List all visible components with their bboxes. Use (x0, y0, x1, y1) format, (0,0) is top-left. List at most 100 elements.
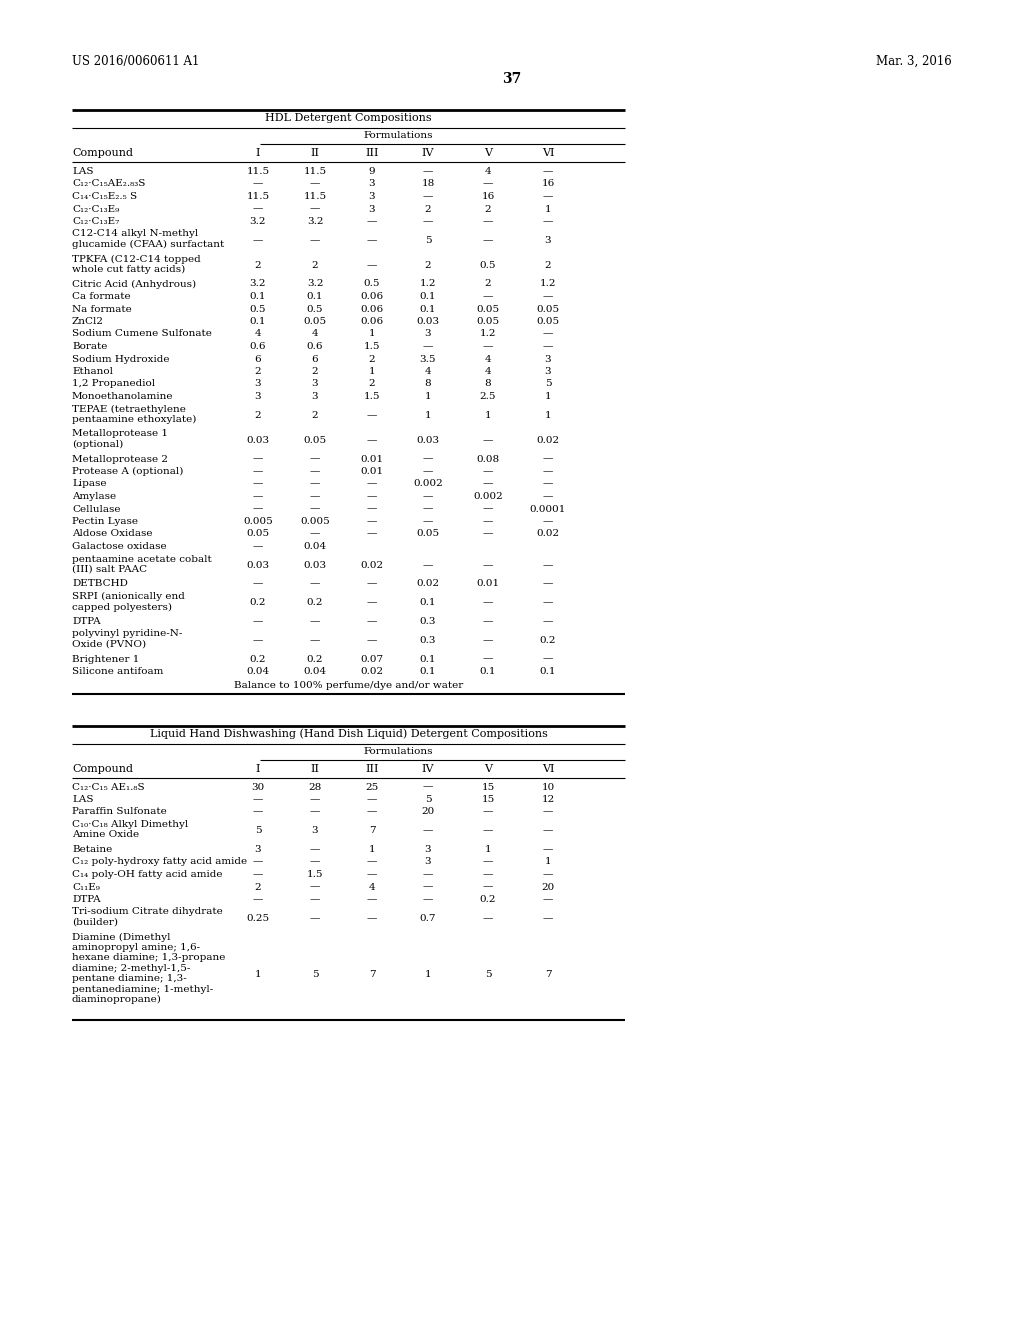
Text: —: — (423, 883, 433, 891)
Text: —: — (367, 529, 377, 539)
Text: 0.06: 0.06 (360, 292, 384, 301)
Text: 0.2: 0.2 (250, 655, 266, 664)
Text: Sodium Hydroxide: Sodium Hydroxide (72, 355, 170, 363)
Text: —: — (310, 579, 321, 589)
Text: —: — (482, 636, 494, 644)
Text: —: — (423, 492, 433, 502)
Text: 4: 4 (484, 168, 492, 176)
Text: —: — (423, 191, 433, 201)
Text: 1: 1 (545, 205, 551, 214)
Text: —: — (543, 216, 553, 226)
Text: 0.04: 0.04 (303, 543, 327, 550)
Text: —: — (482, 655, 494, 664)
Text: —: — (367, 598, 377, 607)
Text: 0.03: 0.03 (247, 561, 269, 570)
Text: Diamine (Dimethyl
aminopropyl amine; 1,6-
hexane diamine; 1,3-propane
diamine; 2: Diamine (Dimethyl aminopropyl amine; 1,6… (72, 932, 225, 1005)
Text: pentaamine acetate cobalt
(III) salt PAAC: pentaamine acetate cobalt (III) salt PAA… (72, 554, 212, 574)
Text: 8: 8 (484, 380, 492, 388)
Text: —: — (367, 504, 377, 513)
Text: 30: 30 (251, 783, 264, 792)
Text: 0.6: 0.6 (307, 342, 324, 351)
Text: —: — (310, 883, 321, 891)
Text: 2: 2 (425, 205, 431, 214)
Text: —: — (253, 795, 263, 804)
Text: 0.05: 0.05 (417, 529, 439, 539)
Text: 3: 3 (311, 826, 318, 836)
Text: 0.02: 0.02 (537, 436, 559, 445)
Text: 1: 1 (425, 392, 431, 401)
Text: 37: 37 (503, 73, 521, 86)
Text: —: — (482, 598, 494, 607)
Text: —: — (310, 236, 321, 244)
Text: —: — (543, 808, 553, 817)
Text: 2: 2 (484, 205, 492, 214)
Text: 4: 4 (255, 330, 261, 338)
Text: Galactose oxidase: Galactose oxidase (72, 543, 167, 550)
Text: —: — (423, 826, 433, 836)
Text: —: — (253, 616, 263, 626)
Text: 0.002: 0.002 (473, 492, 503, 502)
Text: 0.1: 0.1 (250, 292, 266, 301)
Text: 1: 1 (255, 970, 261, 979)
Text: SRPI (anionically end
capped polyesters): SRPI (anionically end capped polyesters) (72, 591, 185, 611)
Text: C₁₀·C₁₈ Alkyl Dimethyl
Amine Oxide: C₁₀·C₁₈ Alkyl Dimethyl Amine Oxide (72, 820, 188, 840)
Text: 3: 3 (311, 380, 318, 388)
Text: II: II (310, 148, 319, 158)
Text: 0.1: 0.1 (250, 317, 266, 326)
Text: IV: IV (422, 148, 434, 158)
Text: —: — (482, 517, 494, 525)
Text: 0.1: 0.1 (420, 598, 436, 607)
Text: —: — (253, 180, 263, 189)
Text: —: — (310, 454, 321, 463)
Text: Mar. 3, 2016: Mar. 3, 2016 (877, 55, 952, 69)
Text: —: — (423, 454, 433, 463)
Text: 0.5: 0.5 (250, 305, 266, 314)
Text: C₁₁E₉: C₁₁E₉ (72, 883, 100, 891)
Text: 15: 15 (481, 783, 495, 792)
Text: VI: VI (542, 763, 554, 774)
Text: polyvinyl pyridine-N-
Oxide (PVNO): polyvinyl pyridine-N- Oxide (PVNO) (72, 630, 182, 649)
Text: Formulations: Formulations (364, 747, 433, 755)
Text: 1: 1 (545, 411, 551, 420)
Text: —: — (367, 913, 377, 923)
Text: 1: 1 (425, 411, 431, 420)
Text: —: — (253, 467, 263, 477)
Text: 3: 3 (369, 191, 376, 201)
Text: Monoethanolamine: Monoethanolamine (72, 392, 173, 401)
Text: 0.6: 0.6 (250, 342, 266, 351)
Text: Balance to 100% perfume/dye and/or water: Balance to 100% perfume/dye and/or water (233, 681, 463, 689)
Text: 3.2: 3.2 (250, 216, 266, 226)
Text: Citric Acid (Anhydrous): Citric Acid (Anhydrous) (72, 280, 197, 289)
Text: —: — (482, 216, 494, 226)
Text: DTPA: DTPA (72, 616, 100, 626)
Text: 0.04: 0.04 (303, 667, 327, 676)
Text: 1: 1 (369, 330, 376, 338)
Text: 3: 3 (545, 236, 551, 244)
Text: C₁₂ poly-hydroxy fatty acid amide: C₁₂ poly-hydroxy fatty acid amide (72, 858, 247, 866)
Text: 0.02: 0.02 (360, 561, 384, 570)
Text: 0.07: 0.07 (360, 655, 384, 664)
Text: 5: 5 (425, 236, 431, 244)
Text: —: — (310, 616, 321, 626)
Text: 0.1: 0.1 (420, 655, 436, 664)
Text: 0.03: 0.03 (417, 317, 439, 326)
Text: —: — (543, 330, 553, 338)
Text: —: — (310, 913, 321, 923)
Text: 3: 3 (425, 330, 431, 338)
Text: —: — (423, 168, 433, 176)
Text: 2: 2 (484, 280, 492, 289)
Text: —: — (543, 826, 553, 836)
Text: Liquid Hand Dishwashing (Hand Dish Liquid) Detergent Compositions: Liquid Hand Dishwashing (Hand Dish Liqui… (150, 729, 548, 739)
Text: 1.5: 1.5 (364, 392, 380, 401)
Text: —: — (543, 561, 553, 570)
Text: Metalloprotease 1
(optional): Metalloprotease 1 (optional) (72, 429, 168, 449)
Text: —: — (423, 517, 433, 525)
Text: —: — (367, 870, 377, 879)
Text: —: — (253, 636, 263, 644)
Text: 28: 28 (308, 783, 322, 792)
Text: 5: 5 (311, 970, 318, 979)
Text: —: — (367, 795, 377, 804)
Text: —: — (482, 858, 494, 866)
Text: 11.5: 11.5 (247, 168, 269, 176)
Text: —: — (423, 783, 433, 792)
